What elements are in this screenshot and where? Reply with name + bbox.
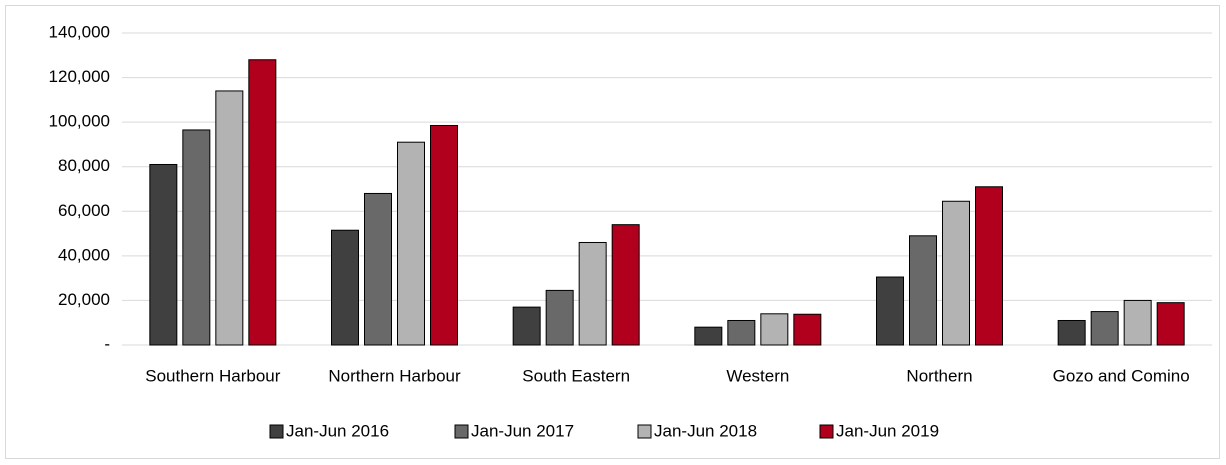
bar [793, 313, 822, 346]
y-tick-label: 100,000 [49, 112, 110, 131]
legend-swatch [637, 424, 652, 439]
y-tick-label: 60,000 [58, 201, 110, 220]
bar [149, 163, 178, 346]
x-tick-label: Northern [906, 366, 972, 385]
bar [942, 200, 970, 346]
bar [364, 192, 392, 346]
bar [331, 229, 359, 346]
y-tick-label: 140,000 [49, 22, 110, 41]
x-tick-label: Northern Harbour [328, 366, 461, 385]
bar [975, 186, 1003, 346]
bar [1090, 311, 1119, 346]
bar [578, 241, 607, 346]
bar [248, 59, 277, 346]
bar [1123, 299, 1152, 346]
x-tick-label: South Eastern [522, 366, 630, 385]
bar [430, 124, 458, 346]
legend-label: Jan-Jun 2018 [654, 421, 757, 440]
legend-label: Jan-Jun 2016 [286, 421, 389, 440]
x-tick-label: Southern Harbour [145, 366, 280, 385]
bar [876, 276, 904, 346]
bar [760, 313, 789, 346]
bar [182, 129, 211, 346]
y-tick-label: - [104, 334, 110, 353]
bar [1057, 319, 1086, 346]
y-tick-label: 120,000 [49, 67, 110, 86]
legend-label: Jan-Jun 2019 [836, 421, 939, 440]
y-tick-label: 80,000 [58, 156, 110, 175]
bar [909, 235, 937, 346]
y-tick-label: 40,000 [58, 245, 110, 264]
bar [1156, 302, 1185, 346]
bar [694, 326, 723, 346]
x-tick-label: Gozo and Comino [1053, 366, 1190, 385]
bar [727, 319, 756, 346]
legend-swatch [269, 424, 284, 439]
x-tick-label: Western [726, 366, 789, 385]
legend-label: Jan-Jun 2017 [471, 421, 574, 440]
bar [545, 289, 574, 346]
legend-swatch [819, 424, 834, 439]
legend-swatch [454, 424, 469, 439]
bar [215, 90, 244, 346]
y-tick-label: 20,000 [58, 290, 110, 309]
bar [397, 141, 425, 346]
bar [611, 224, 640, 346]
bar [512, 306, 541, 346]
